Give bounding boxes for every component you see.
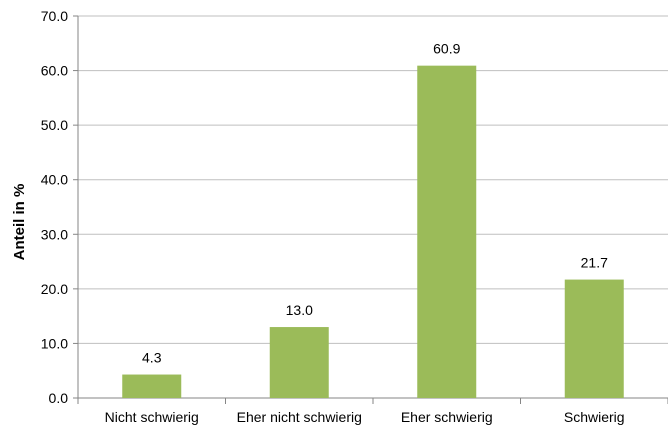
y-tick-label: 40.0 <box>41 172 68 188</box>
bar <box>417 65 477 398</box>
data-labels: 4.3 13.0 60.9 21.7 <box>142 41 608 366</box>
x-tick-labels: Nicht schwierig Eher nicht schwierig Eher … <box>105 409 625 425</box>
x-tick-label: Schwierig <box>564 409 625 425</box>
x-tick-label: Eher schwierig <box>401 409 493 425</box>
bar <box>122 374 182 398</box>
y-tick-label: 50.0 <box>41 117 68 133</box>
y-tick-label: 10.0 <box>41 335 68 351</box>
y-axis-label: Anteil in % <box>11 184 28 261</box>
x-tick-label: Nicht schwierig <box>105 409 199 425</box>
bar <box>269 327 329 398</box>
y-tick-label: 20.0 <box>41 281 68 297</box>
data-label: 4.3 <box>142 350 162 366</box>
y-tick-label: 60.0 <box>41 63 68 79</box>
gridlines <box>73 15 668 404</box>
data-label: 21.7 <box>581 255 608 271</box>
y-tick-labels: 0.0 10.0 20.0 30.0 40.0 50.0 60.0 70.0 <box>41 8 68 406</box>
data-label: 60.9 <box>433 41 460 57</box>
bars <box>122 65 624 398</box>
data-label: 13.0 <box>286 302 313 318</box>
bar <box>564 279 624 398</box>
x-tick-label: Eher nicht schwierig <box>237 409 362 425</box>
y-tick-label: 70.0 <box>41 8 68 24</box>
y-tick-label: 0.0 <box>49 390 69 406</box>
y-tick-label: 30.0 <box>41 226 68 242</box>
